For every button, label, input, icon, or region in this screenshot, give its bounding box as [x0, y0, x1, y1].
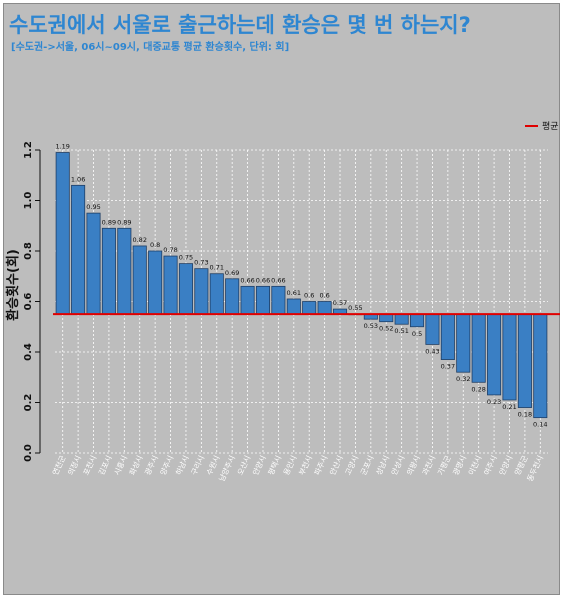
bar [86, 212, 101, 315]
data-label: 0.6 [304, 292, 314, 300]
data-label: 0.53 [364, 322, 378, 330]
data-label: 0.51 [394, 327, 408, 335]
data-label: 0.8 [150, 241, 160, 249]
y-tick-label: 0.4 [23, 343, 34, 361]
data-label: 0.52 [379, 325, 393, 333]
bar [148, 250, 163, 315]
bar [533, 313, 548, 419]
legend-mean-label: 평균 [542, 121, 559, 132]
bar [456, 313, 471, 373]
data-label: 0.61 [287, 289, 301, 297]
bar [271, 285, 286, 315]
bar [240, 285, 255, 315]
data-label: 0.55 [348, 304, 362, 312]
bar [471, 313, 486, 383]
chart-title: 수도권에서 서울로 출근하는데 환승은 몇 번 하는지? [9, 13, 471, 37]
data-label: 0.5 [412, 330, 422, 338]
data-label: 0.75 [179, 254, 193, 262]
data-label: 0.71 [210, 264, 224, 272]
bar [101, 227, 116, 315]
y-tick-label: 1.2 [23, 141, 34, 159]
y-tick-label: 0.6 [23, 293, 34, 311]
bar [71, 184, 86, 315]
data-label: 0.43 [425, 347, 439, 355]
bar [440, 313, 455, 360]
y-axis-label: 환승횟수(회) [5, 249, 21, 321]
data-label: 0.95 [86, 203, 100, 211]
y-tick-label: 0.2 [23, 394, 34, 412]
bar [178, 263, 193, 315]
bar [379, 313, 394, 323]
bar [517, 313, 532, 408]
bar [55, 152, 70, 315]
data-label: 0.23 [487, 398, 501, 406]
data-label: 0.18 [518, 411, 532, 419]
data-label: 0.89 [102, 218, 116, 226]
data-label: 0.21 [502, 403, 516, 411]
data-label: 0.32 [456, 375, 470, 383]
data-label: 1.06 [71, 175, 85, 183]
data-label: 0.6 [319, 292, 329, 300]
bars-layer: 1.191.060.950.89 0.890.820.80.780.750.730… [53, 143, 560, 429]
data-label: 0.66 [240, 276, 254, 284]
y-tick-label: 1.0 [23, 192, 34, 210]
chart-subtitle: [수도권->서울, 06시~09시, 대중교통 평균 환승횟수, 단위: 회] [11, 42, 290, 53]
bar [394, 313, 409, 325]
bar [132, 245, 147, 315]
bar [225, 278, 240, 315]
y-tick-label: 0.8 [23, 242, 34, 260]
data-label: 0.57 [333, 299, 347, 307]
bar [194, 268, 209, 315]
data-label: 0.66 [256, 276, 270, 284]
bar [209, 273, 224, 315]
data-label: 0.66 [271, 276, 285, 284]
data-label: 0.14 [533, 421, 547, 429]
y-tick-label: 0.0 [23, 444, 34, 462]
bar [502, 313, 517, 401]
data-label: 0.37 [441, 363, 455, 371]
bar [410, 313, 425, 328]
bar [255, 285, 271, 315]
data-label: 0.82 [132, 236, 146, 244]
bar [425, 313, 440, 345]
data-label: 0.69 [225, 269, 239, 277]
legend: 평균 [525, 121, 559, 132]
bar [117, 227, 132, 315]
data-label: 1.19 [55, 143, 69, 151]
bar [286, 298, 301, 315]
bar [163, 255, 178, 315]
bar [317, 301, 332, 315]
data-label: 0.89 [117, 218, 131, 226]
data-label: 0.28 [471, 385, 485, 393]
bar [487, 313, 502, 396]
data-label: 0.78 [163, 246, 177, 254]
bar [302, 301, 317, 315]
data-label: 0.73 [194, 259, 208, 267]
